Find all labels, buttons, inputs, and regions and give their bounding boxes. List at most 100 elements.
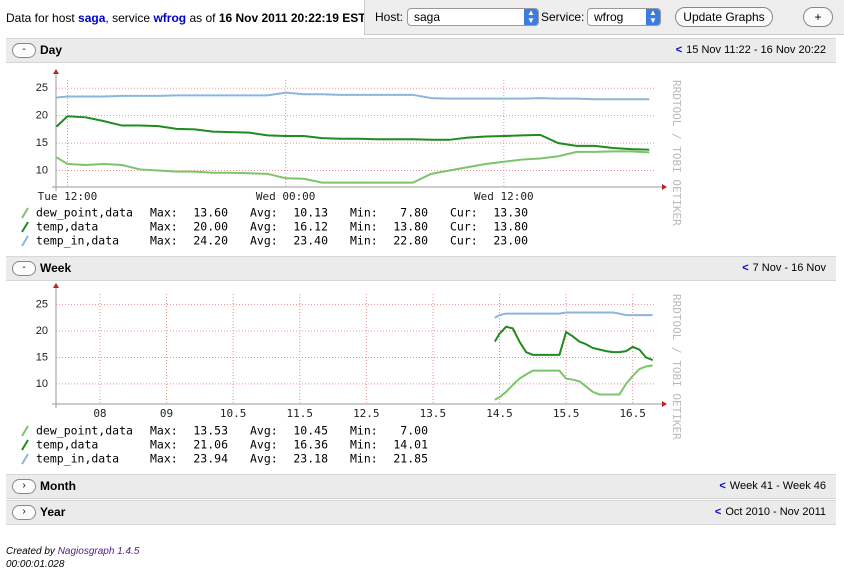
stat-label: Avg: (250, 234, 278, 248)
stat-label: Min: (350, 438, 378, 452)
stat-label: Min: (350, 220, 378, 234)
range: <7 Nov - 16 Nov (742, 262, 826, 274)
axis-arrow (662, 401, 667, 407)
range-text: Oct 2010 - Nov 2011 (725, 506, 826, 518)
service-label: Service: (541, 10, 585, 24)
axis-arrow (53, 69, 59, 74)
service-value: wfrog (594, 10, 624, 24)
header-text: as of (189, 11, 216, 25)
footer-line: Created by Nagiosgraph 1.4.5 (6, 545, 139, 558)
host-select[interactable]: saga ▲ ▼ (407, 8, 539, 26)
stat-value: 7.00 (400, 424, 428, 438)
stat-label: Max: (150, 424, 178, 438)
stat-label: Max: (150, 438, 178, 452)
stat-value: 13.30 (493, 206, 528, 220)
series-line (56, 91, 650, 101)
nav-back[interactable]: < (714, 506, 722, 518)
series-line (493, 325, 654, 362)
toggle-button[interactable]: › (12, 505, 36, 520)
stat-value: 13.80 (393, 220, 428, 234)
legend-name: temp_in,data (36, 452, 119, 466)
footer: Created by Nagiosgraph 1.4.5 00:00:01.02… (6, 545, 139, 571)
nav-back[interactable]: < (719, 480, 726, 492)
select-arrow: ▲ ▼ (646, 9, 660, 25)
y-tick-label: 20 (36, 325, 48, 337)
header-text: Data for host (6, 11, 75, 25)
range-text: 15 Nov 11:22 - 16 Nov 20:22 (686, 44, 826, 56)
footer-link[interactable]: Nagiosgraph 1.4.5 (57, 546, 140, 557)
x-tick-label: 15.5 (553, 407, 580, 420)
range: <15 Nov 11:22 - 16 Nov 20:22 (676, 44, 826, 56)
legend-name: dew_point,data (36, 206, 133, 220)
section-title: Week (40, 261, 72, 275)
y-tick-label: 15 (36, 351, 48, 363)
stat-value: 20.00 (193, 220, 228, 234)
nav-back[interactable]: < (675, 44, 683, 56)
series-line (494, 364, 653, 401)
legend-swatch (21, 439, 29, 451)
legend-swatch (21, 221, 29, 233)
toggle-button[interactable]: - (12, 43, 36, 58)
section-bar: › Month < Week 41 - Week 46 (6, 474, 836, 499)
x-tick-label: 14.5 (486, 407, 513, 420)
stat-label: Avg: (250, 438, 278, 452)
stat-value: 16.12 (293, 220, 328, 234)
service-link[interactable]: wfrog (153, 11, 187, 25)
stat-value: 23.00 (493, 234, 528, 248)
legend-name: temp,data (36, 220, 98, 234)
host-link[interactable]: saga (78, 11, 106, 25)
x-tick-label: 16.5 (619, 407, 646, 420)
series-line (55, 115, 650, 151)
section-bar: - Day <15 Nov 11:22 - 16 Nov 20:22 (6, 38, 836, 63)
stat-value: 13.60 (193, 206, 228, 220)
y-tick-label: 15 (36, 137, 48, 149)
stat-label: Min: (350, 206, 378, 220)
y-tick-label: 10 (36, 164, 48, 176)
service-select[interactable]: wfrog ▲ ▼ (587, 8, 661, 26)
stat-value: 7.80 (400, 206, 428, 220)
stat-value: 21.06 (193, 438, 228, 452)
stat-label: Avg: (250, 220, 278, 234)
legend-swatch (21, 207, 29, 219)
legend-name: temp,data (36, 438, 98, 452)
y-tick-label: 25 (36, 298, 48, 310)
x-tick-label: 13.5 (420, 407, 447, 420)
axis-arrow (53, 283, 59, 288)
stat-value: 21.85 (393, 452, 428, 466)
stat-label: Avg: (250, 206, 278, 220)
host-label: Host: (375, 10, 404, 24)
controls: Host: saga ▲ ▼ Service: wfrog ▲ ▼ Update Gra… (364, 0, 844, 35)
stat-label: Cur: (450, 206, 478, 220)
x-tick-label: 11.5 (286, 407, 313, 420)
watermark: RRDTOOL / TOBI OETIKER (670, 80, 683, 226)
elapsed: 00:00:01.028 (6, 559, 65, 570)
y-tick-label: 25 (36, 82, 48, 94)
range: < Oct 2010 - Nov 2011 (715, 506, 826, 518)
legend-name: dew_point,data (36, 424, 133, 438)
section-title: Day (40, 43, 63, 57)
y-tick-label: 10 (36, 378, 48, 390)
chart: 10 15 20 25 08 09 10.5 11.5 12.5 13.5 14.5 15.5 16.5… (21, 283, 683, 466)
section-bar: › Year < Oct 2010 - Nov 2011 (6, 500, 836, 525)
y-tick-label: 20 (36, 110, 48, 122)
add-button[interactable]: + (803, 7, 833, 27)
x-tick-label: 10.5 (220, 407, 247, 420)
chart: 10 15 20 25 Tue 12:00 Wed 00:00 Wed 12:00 RRDTO… (21, 69, 683, 248)
stat-value: 13.80 (493, 220, 528, 234)
nav-back[interactable]: < (742, 262, 749, 274)
range: < Week 41 - Week 46 (719, 480, 826, 492)
toggle-button[interactable]: - (12, 261, 36, 276)
toggle-button[interactable]: › (12, 479, 36, 494)
stat-label: Avg: (250, 424, 278, 438)
x-tick-label: 08 (93, 407, 106, 420)
stat-value: 13.53 (193, 424, 228, 438)
x-tick-label: Tue 12:00 (38, 190, 98, 203)
update-button[interactable]: Update Graphs (675, 7, 773, 27)
stat-label: Cur: (450, 234, 478, 248)
plot-area (56, 294, 656, 404)
series-line (56, 150, 650, 184)
series-line (494, 311, 653, 319)
x-tick-label: Wed 00:00 (256, 190, 316, 203)
stat-label: Cur: (450, 220, 478, 234)
